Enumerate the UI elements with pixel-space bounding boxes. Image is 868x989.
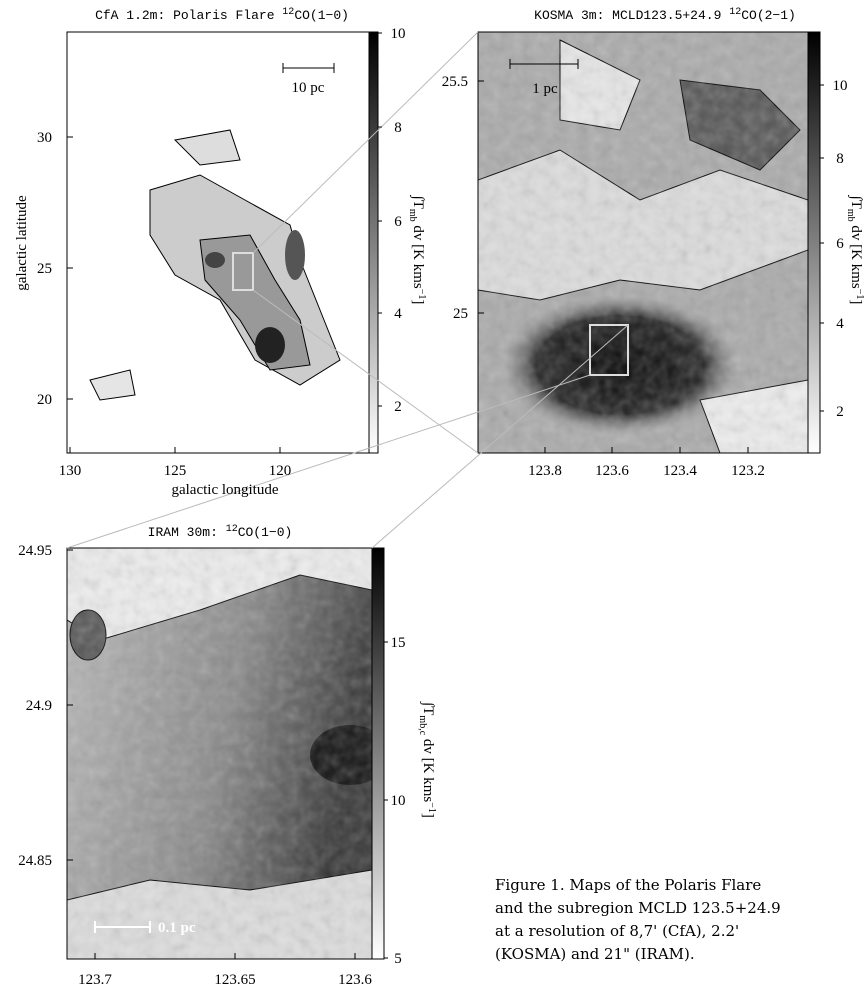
zoom-connectors: [66, 31, 629, 549]
text-part: mb: [845, 209, 856, 222]
colorbar-tick-label: 6: [394, 214, 402, 230]
scale-bar-label: 0.1 pc: [158, 920, 196, 936]
caption-line: Figure 1. Maps of the Polaris Flare: [495, 876, 761, 894]
map-kosma: [478, 32, 808, 453]
scale-bar-label: 1 pc: [532, 81, 558, 97]
x-tick-label: 130: [59, 463, 82, 479]
text-part: −1: [416, 289, 427, 300]
x-tick-label: 120: [269, 463, 292, 479]
y-tick-label: 24.95: [18, 543, 52, 559]
colorbar-tick-label: 8: [394, 120, 402, 136]
y-tick-label: 24.85: [18, 853, 52, 869]
text-part: 12: [226, 524, 238, 535]
text-part: ]: [420, 813, 436, 818]
text-part: IRAM 30m:: [148, 525, 226, 540]
text-part: ]: [410, 299, 426, 304]
colorbar-tick-label: 15: [391, 635, 406, 651]
x-tick-label: 123.2: [731, 463, 765, 479]
text-part: CO(1−0): [294, 8, 349, 23]
text-part: KOSMA 3m: MCLD123.5+24.9: [534, 8, 729, 23]
caption-line: at a resolution of 8,7' (CfA), 2.2': [495, 922, 739, 940]
x-tick-label: 123.8: [528, 463, 562, 479]
colorbar-tick-label: 5: [394, 951, 402, 967]
x-tick-label: 123.65: [214, 972, 255, 988]
caption-line: (KOSMA) and 21" (IRAM).: [495, 945, 695, 963]
text-part: 12: [282, 7, 294, 18]
colorbar-tick-label: 4: [836, 316, 844, 332]
text-part: dv [K kms: [848, 222, 864, 289]
y-tick-label: 25: [453, 306, 468, 322]
colorbar-label: ∫Tmb dv [K kms−1]: [407, 195, 427, 305]
colorbar-label: ∫Tmb dv [K kms−1]: [845, 195, 865, 305]
y-tick-label: 30: [37, 130, 52, 146]
panel-title: IRAM 30m: 12CO(1−0): [148, 524, 293, 540]
y-tick-label: 25: [37, 261, 52, 277]
text-part: dv [K kms: [410, 222, 426, 289]
text-part: mb,c: [417, 715, 428, 735]
y-tick-label: 24.9: [26, 698, 52, 714]
text-part: CO(2−1): [741, 8, 796, 23]
text-part: −1: [854, 289, 865, 300]
caption: Figure 1. Maps of the Polaris Flare and t…: [495, 876, 781, 963]
caption-line: and the subregion MCLD 123.5+24.9: [495, 899, 781, 917]
y-tick-label: 25.5: [442, 74, 468, 90]
text-part: CfA 1.2m: Polaris Flare: [95, 8, 282, 23]
colorbar-label: ∫Tmb,c dv [K kms−1]: [417, 701, 437, 818]
panel-title: KOSMA 3m: MCLD123.5+24.9 12CO(2−1): [534, 7, 796, 23]
map-iram: [67, 548, 372, 959]
text-part: 12: [729, 7, 741, 18]
text-part: ∫T: [848, 195, 864, 209]
colorbar-tick-label: 10: [391, 26, 406, 42]
text-part: mb: [407, 209, 418, 222]
x-tick-label: 123.6: [595, 463, 629, 479]
colorbar-tick-label: 6: [836, 236, 844, 252]
x-tick-label: 123.4: [663, 463, 697, 479]
x-tick-label: 123.7: [78, 972, 112, 988]
y-tick-label: 20: [37, 392, 52, 408]
text-part: dv [K kms: [420, 735, 436, 802]
x-tick-label: 123.6: [338, 972, 372, 988]
panel-title: CfA 1.2m: Polaris Flare 12CO(1−0): [95, 7, 349, 23]
text-part: ]: [848, 299, 864, 304]
colorbar-tick-label: 10: [833, 78, 848, 94]
colorbar-tick-label: 2: [836, 404, 844, 420]
colorbar-tick-label: 8: [836, 151, 844, 167]
colorbar-tick-label: 4: [394, 306, 402, 322]
colorbar-tick-label: 10: [391, 793, 406, 809]
scale-bar-label: 10 pc: [292, 80, 325, 96]
text-part: ∫T: [410, 195, 426, 209]
text-part: CO(1−0): [238, 525, 293, 540]
text-part: ∫T: [420, 701, 436, 715]
x-tick-label: 125: [164, 463, 187, 479]
map-cfa: [67, 32, 369, 453]
y-axis-label: galactic latitude: [14, 195, 30, 291]
x-axis-label: galactic longitude: [171, 482, 278, 498]
text-part: −1: [426, 802, 437, 813]
colorbar-tick-label: 2: [394, 399, 402, 415]
